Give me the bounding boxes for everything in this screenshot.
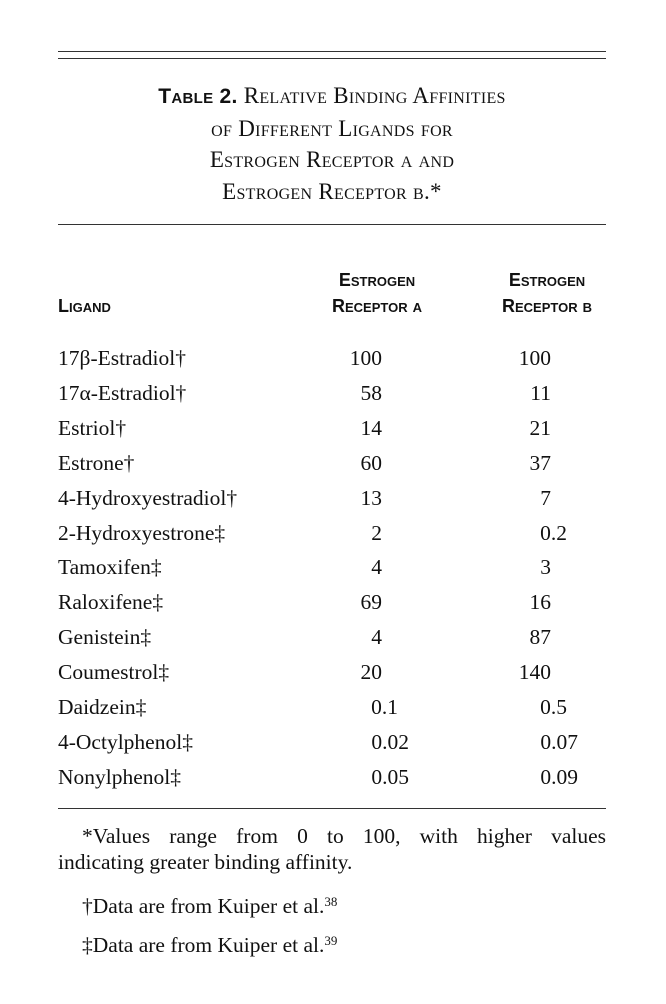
table-row: 4-Octylphenol‡ 0.02 0.07	[58, 727, 606, 757]
title-line-2: of Different Ligands for	[211, 115, 453, 141]
header-era-line2: Receptor α	[332, 296, 422, 316]
header-ligand: Ligand	[58, 296, 111, 316]
ligand-cell: 2-Hydroxyestrone‡	[58, 520, 226, 545]
footnote-dagger-text: †Data are from Kuiper et al.	[82, 894, 325, 918]
erb-value-cell: 0.5	[540, 695, 567, 719]
era-value-cell: 14	[360, 415, 383, 440]
table-row: 17β-Estradiol† 100 100	[58, 343, 606, 373]
table-row: 2-Hydroxyestrone‡ 2 0.2	[58, 518, 606, 548]
top-rule-1	[58, 51, 606, 52]
erb-value-cell: 0.2	[540, 520, 567, 545]
table-row: 17α-Estradiol† 58 11	[58, 378, 606, 408]
ligand-cell: 17α-Estradiol†	[58, 380, 187, 405]
era-value-cell: 0.02	[371, 729, 409, 754]
era-value-cell: 4	[371, 555, 382, 580]
era-value-cell: 0.05	[371, 764, 409, 789]
era-value-cell: 100	[349, 346, 382, 370]
ligand-cell: 4-Hydroxyestradiol†	[58, 485, 238, 510]
footnote-ddagger-ref: 39	[324, 933, 338, 948]
footnote-ddagger: ‡Data are from Kuiper et al.39	[58, 928, 630, 958]
footnote-ddagger-text: ‡Data are from Kuiper et al.	[82, 933, 325, 957]
table-row: Daidzein‡ 0.1 0.5	[58, 692, 606, 722]
era-value-cell: 58	[360, 380, 383, 405]
ligand-cell: Estrone†	[58, 450, 135, 475]
erb-value-cell: 21	[529, 415, 552, 440]
header-erb-line2: Receptor β	[502, 296, 592, 316]
title-text-1: Relative Binding Affinities	[243, 83, 506, 108]
ligand-cell: Genistein‡	[58, 625, 152, 650]
erb-value-cell: 7	[540, 485, 551, 510]
erb-value-cell: 16	[529, 590, 552, 615]
footnote-star: *Values range from 0 to 100, with higher…	[58, 823, 606, 875]
ligand-cell: Coumestrol‡	[58, 660, 170, 685]
bottom-rule	[58, 808, 606, 809]
footnote-star-line1: *Values range from 0 to 100, with higher…	[82, 824, 606, 848]
title-line-4: Estrogen Receptor β.*	[222, 178, 442, 204]
ligand-cell: 17β-Estradiol†	[58, 346, 186, 370]
table-row: Coumestrol‡ 20 140	[58, 657, 606, 687]
erb-value-cell: 140	[518, 660, 551, 685]
table-row: 4-Hydroxyestradiol† 13 7	[58, 483, 606, 513]
erb-value-cell: 87	[529, 625, 552, 650]
era-value-cell: 0.1	[371, 695, 398, 719]
header-erb: Estrogen Receptor β	[482, 267, 612, 319]
header-erb-line1: Estrogen	[508, 270, 586, 290]
title-line-1: Table 2. Relative Binding Affinities	[58, 80, 606, 113]
table-row: Genistein‡ 4 87	[58, 622, 606, 652]
erb-value-cell: 100	[518, 346, 551, 370]
ligand-cell: Raloxifene‡	[58, 590, 164, 615]
ligand-cell: Estriol†	[58, 415, 127, 440]
table-title: Table 2. Relative Binding Affinities of …	[58, 80, 606, 207]
erb-value-cell: 0.07	[540, 729, 578, 754]
table-label: Table 2.	[158, 85, 238, 108]
header-era: Estrogen Receptor α	[312, 267, 442, 319]
header-era-line1: Estrogen	[338, 270, 416, 290]
footnote-star-line2: indicating greater binding affinity.	[58, 850, 353, 874]
title-rule	[58, 224, 606, 225]
table-row: Nonylphenol‡ 0.05 0.09	[58, 762, 606, 792]
era-value-cell: 69	[360, 590, 383, 615]
table-row: Estriol† 14 21	[58, 413, 606, 443]
ligand-cell: Daidzein‡	[58, 695, 147, 719]
footnote-dagger-ref: 38	[324, 894, 338, 909]
erb-value-cell: 3	[540, 555, 551, 580]
erb-value-cell: 0.09	[540, 764, 578, 789]
era-value-cell: 60	[360, 450, 383, 475]
footnote-dagger: †Data are from Kuiper et al.38	[58, 889, 630, 919]
era-value-cell: 2	[371, 520, 382, 545]
ligand-cell: Tamoxifen‡	[58, 555, 162, 580]
era-value-cell: 20	[360, 660, 383, 685]
table-row: Estrone† 60 37	[58, 448, 606, 478]
era-value-cell: 4	[371, 625, 382, 650]
erb-value-cell: 11	[530, 380, 551, 405]
ligand-cell: 4-Octylphenol‡	[58, 729, 193, 754]
ligand-cell: Nonylphenol‡	[58, 764, 182, 789]
table-row: Tamoxifen‡ 4 3	[58, 552, 606, 582]
top-rule-2	[58, 58, 606, 59]
table-row: Raloxifene‡ 69 16	[58, 587, 606, 617]
title-line-3: Estrogen Receptor α and	[209, 147, 455, 172]
erb-value-cell: 37	[529, 450, 552, 475]
era-value-cell: 13	[360, 485, 383, 510]
